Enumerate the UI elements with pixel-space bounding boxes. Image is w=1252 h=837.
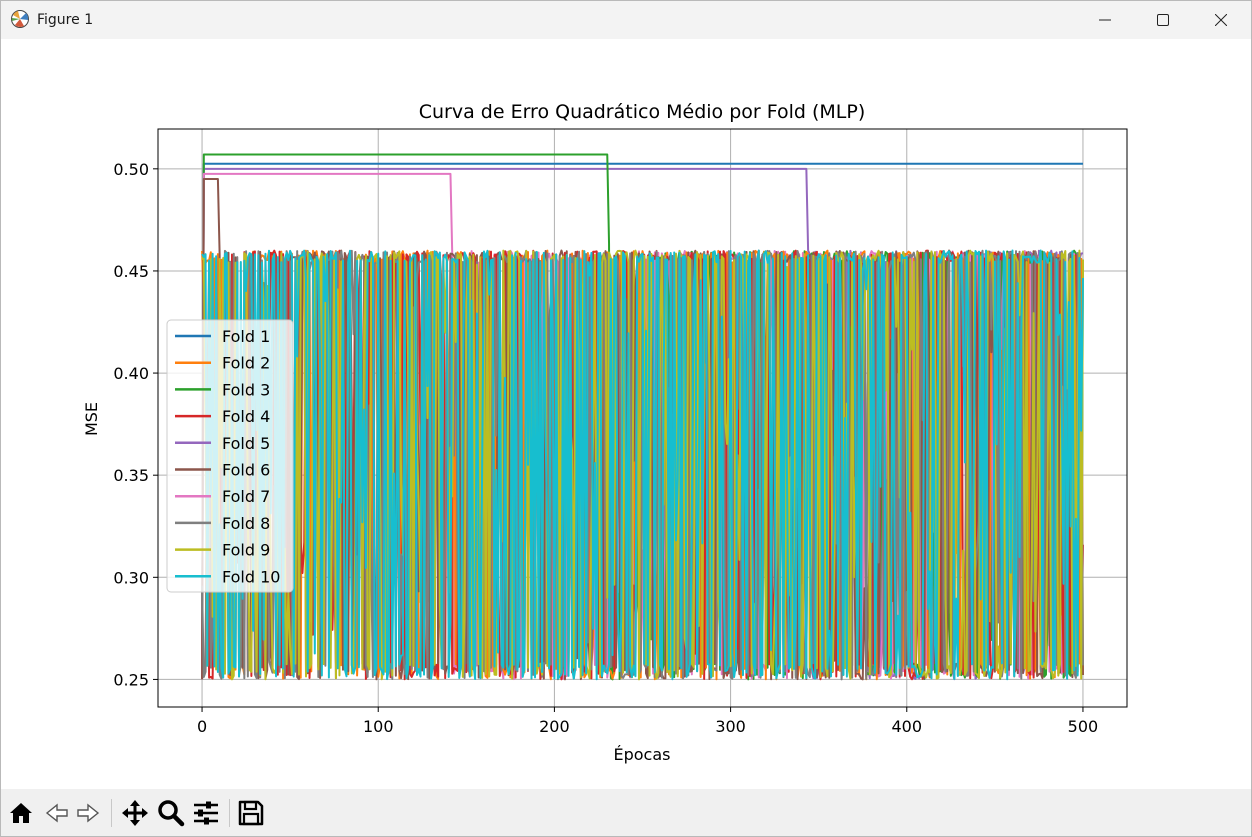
y-tick-label: 0.25 [113,670,149,689]
x-axis-label: Épocas [614,745,671,764]
save-icon [238,800,264,826]
legend: Fold 1 Fold 2 Fold 3 Fold 4 Fold 5 Fold 6 Fold… [166,319,294,593]
legend-label: Fold 9 [222,541,270,560]
y-tick-label: 0.40 [113,364,149,383]
legend-label: Fold 1 [222,327,270,346]
maximize-button[interactable] [1134,1,1192,39]
pan-button[interactable] [119,797,151,829]
series-line-fold-10 [201,249,1084,681]
figure-canvas[interactable]: Curva de Erro Quadrático Médio por Fold … [1,39,1251,789]
y-tick-label: 0.50 [113,160,149,179]
zoom-icon [158,800,185,827]
x-tick-label: 200 [539,717,570,736]
y-tick-label: 0.30 [113,568,149,587]
series-lines [201,153,1084,681]
close-button[interactable] [1192,1,1250,39]
save-button[interactable] [235,797,267,829]
home-icon [10,803,32,823]
minimize-icon [1099,19,1111,21]
y-axis-label: MSE [82,402,101,436]
move-icon [122,800,148,826]
axis-ticks: 0 100 200 300 400 500 0.25 0.30 0.35 0.40 0.45 0.50 [113,160,1098,736]
matplotlib-app-icon [11,10,29,28]
y-tick-label: 0.35 [113,466,149,485]
home-button[interactable] [5,797,37,829]
forward-button[interactable] [72,797,104,829]
chart-title: Curva de Erro Quadrático Médio por Fold … [419,101,866,123]
plot-frame [157,128,1128,708]
minimize-button[interactable] [1076,1,1134,39]
configure-subplots-button[interactable] [190,797,222,829]
maximize-icon [1157,14,1169,26]
legend-label: Fold 3 [222,380,270,399]
navigation-toolbar [1,789,1251,836]
legend-label: Fold 7 [222,487,270,506]
forward-arrow-icon [77,803,100,823]
x-tick-label: 300 [715,717,746,736]
legend-label: Fold 2 [222,354,270,373]
x-tick-label: 400 [891,717,922,736]
y-tick-label: 0.45 [113,262,149,281]
x-tick-label: 0 [197,717,207,736]
legend-label: Fold 6 [222,461,270,480]
back-arrow-icon [45,803,68,823]
x-tick-label: 100 [363,717,394,736]
series-line-fold-1 [201,162,1083,680]
toolbar-separator [229,799,230,827]
mse-chart: Curva de Erro Quadrático Médio por Fold … [82,101,1128,764]
x-tick-label: 500 [1068,717,1099,736]
toolbar-separator [111,799,112,827]
legend-label: Fold 5 [222,434,270,453]
legend-label: Fold 4 [222,407,270,426]
zoom-button[interactable] [155,797,187,829]
window-title: Figure 1 [37,12,94,28]
legend-label: Fold 8 [222,514,270,533]
series-line-fold-7 [201,172,1084,681]
back-button[interactable] [41,797,73,829]
sliders-icon [194,801,218,825]
close-icon [1215,14,1227,26]
title-bar: Figure 1 [1,1,1251,39]
legend-label: Fold 10 [222,567,280,586]
